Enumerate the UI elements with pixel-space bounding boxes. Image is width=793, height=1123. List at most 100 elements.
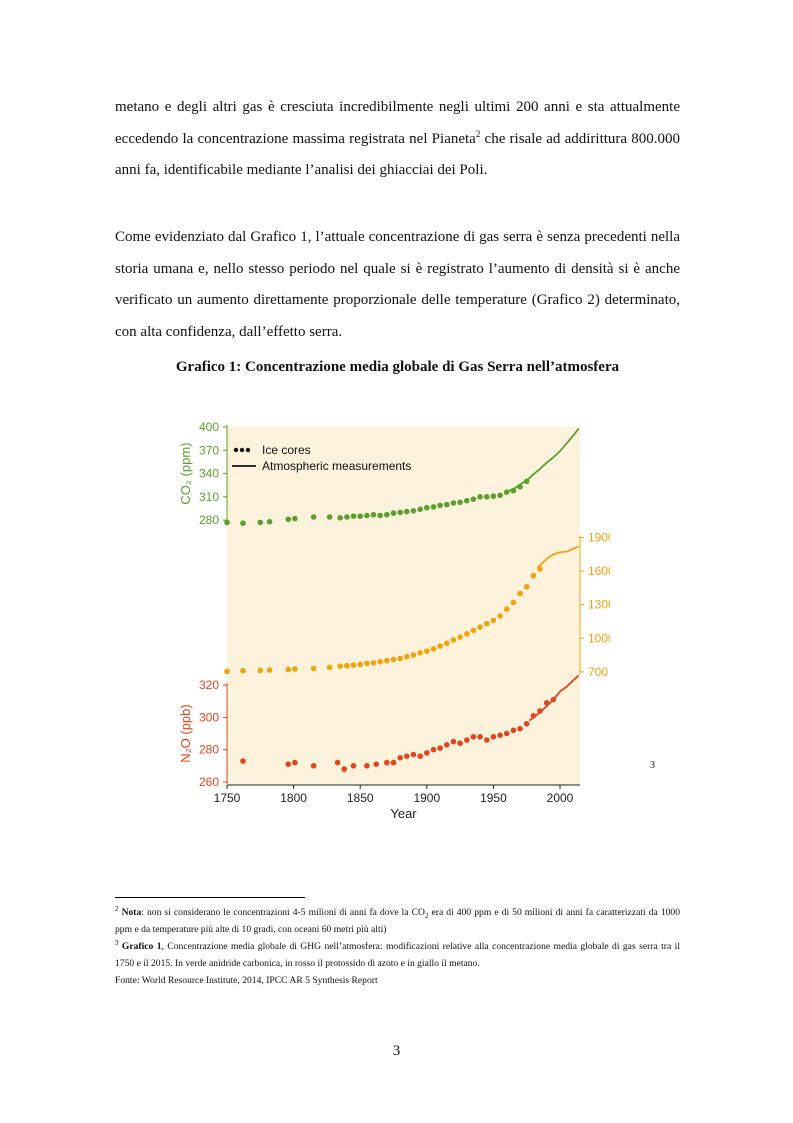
- ice-core-point: [390, 510, 397, 516]
- ice-core-point: [523, 584, 530, 590]
- ice-core-point: [437, 745, 443, 751]
- ice-core-point: [484, 620, 490, 627]
- y-tick-label: 340: [199, 467, 219, 481]
- ice-core-point: [417, 506, 423, 513]
- ice-core-point: [437, 643, 443, 649]
- ice-core-point: [477, 494, 483, 500]
- ice-core-point: [240, 758, 246, 764]
- ice-core-point: [477, 734, 483, 740]
- ice-core-point: [503, 489, 510, 495]
- ice-core-point: [326, 664, 333, 671]
- ice-core-point: [384, 657, 390, 664]
- ice-core-point: [341, 766, 347, 772]
- ice-core-point: [484, 494, 490, 500]
- footnote-3-number: 3: [115, 938, 119, 947]
- y-tick-label: 1000: [588, 631, 610, 645]
- ice-core-point: [364, 763, 370, 769]
- ice-core-point: [344, 514, 350, 520]
- footnote-2-text-b: era di 400 ppm e di 50 milioni di anni f…: [115, 907, 681, 935]
- ice-core-point: [337, 663, 343, 669]
- ice-core-point: [444, 742, 450, 748]
- y-axis-label: N₂O (ppb): [178, 704, 193, 763]
- ice-core-point: [503, 730, 510, 737]
- footnote-3-text: , Concentrazione media globale di GHG ne…: [115, 941, 680, 969]
- paragraph-1-text: metano e degli altri gas è cresciuta inc…: [115, 99, 680, 147]
- ice-core-point: [424, 504, 430, 511]
- x-tick-label: 1950: [480, 791, 507, 805]
- y-tick-label: 370: [199, 443, 219, 457]
- ice-core-point: [310, 665, 317, 672]
- ice-core-point: [444, 640, 450, 647]
- y-tick-label: 1600: [588, 564, 610, 578]
- ice-core-point: [240, 667, 246, 674]
- ice-core-point: [477, 624, 483, 630]
- ice-core-point: [457, 634, 463, 640]
- y-axis-label: CO₂ (ppm): [178, 443, 193, 505]
- ice-core-point: [510, 599, 517, 606]
- footnote-2-title: Nota: [121, 907, 142, 918]
- ice-core-point: [430, 504, 437, 510]
- ice-core-point: [490, 734, 497, 740]
- y-tick-label: 1900: [588, 531, 610, 545]
- paragraph-1: metano e degli altri gas è cresciuta inc…: [115, 92, 680, 187]
- ice-core-point: [285, 516, 292, 523]
- figure-footnote-marker[interactable]: 3: [650, 760, 655, 771]
- y-tick-label: 280: [199, 513, 219, 527]
- ice-core-point: [457, 740, 463, 746]
- ice-core-point: [384, 511, 390, 518]
- ice-core-point: [497, 613, 503, 619]
- y-tick-label: 700: [588, 665, 608, 679]
- legend-ice-core-marker: [239, 447, 245, 453]
- ice-core-point: [497, 732, 503, 738]
- ice-core-point: [350, 662, 357, 668]
- y-tick-label: 400: [199, 420, 219, 434]
- ice-core-point: [450, 500, 457, 506]
- ice-core-point: [373, 761, 379, 767]
- ice-core-point: [424, 750, 430, 756]
- ice-core-point: [397, 655, 403, 662]
- footnote-2-marker[interactable]: 2: [475, 128, 481, 139]
- ice-core-point: [397, 509, 403, 516]
- legend-atmospheric-label: Atmospheric measurements: [262, 459, 411, 473]
- y-tick-label: 1300: [588, 598, 610, 612]
- ice-core-point: [364, 512, 370, 519]
- ice-core-point: [266, 667, 273, 673]
- ice-core-point: [517, 725, 523, 732]
- legend-ice-cores-label: Ice cores: [262, 443, 311, 457]
- footnote-separator: [115, 897, 305, 898]
- y-tick-label: 280: [199, 743, 219, 757]
- ice-core-point: [397, 755, 403, 761]
- ice-core-point: [550, 696, 557, 703]
- ice-core-point: [334, 759, 341, 766]
- ice-core-point: [224, 668, 230, 675]
- legend-ice-core-marker: [233, 447, 239, 453]
- ice-core-point: [517, 484, 523, 490]
- ice-core-point: [444, 501, 450, 508]
- ice-core-point: [490, 617, 497, 624]
- ice-core-point: [537, 566, 543, 572]
- x-tick-label: 1750: [214, 791, 241, 805]
- ice-core-point: [450, 738, 457, 745]
- footnote-2-text-a: : non si considerano le concentrazioni 4…: [141, 907, 425, 918]
- ice-core-point: [285, 666, 292, 673]
- x-axis-label: Year: [390, 806, 417, 821]
- ice-core-point: [484, 737, 490, 743]
- ice-core-point: [417, 753, 423, 759]
- ice-core-point: [470, 627, 477, 634]
- ice-core-point: [437, 502, 443, 509]
- ice-core-point: [503, 606, 510, 612]
- ice-core-point: [510, 487, 517, 494]
- ice-core-point: [326, 514, 333, 520]
- ice-core-point: [377, 512, 383, 519]
- ice-core-point: [430, 646, 437, 652]
- ice-core-point: [510, 727, 517, 734]
- paragraph-1-tail: che risale ad addirittura 800.000 anni f…: [115, 130, 680, 179]
- figure-caption: Grafico 1: Concentrazione media globale …: [175, 359, 620, 375]
- ice-core-point: [410, 508, 417, 514]
- x-tick-label: 1850: [347, 791, 374, 805]
- ice-core-point: [364, 660, 370, 667]
- ice-core-point: [530, 572, 537, 579]
- footnote-3-title: Grafico 1: [121, 941, 162, 952]
- ice-core-point: [266, 518, 273, 525]
- ice-core-point: [450, 637, 457, 643]
